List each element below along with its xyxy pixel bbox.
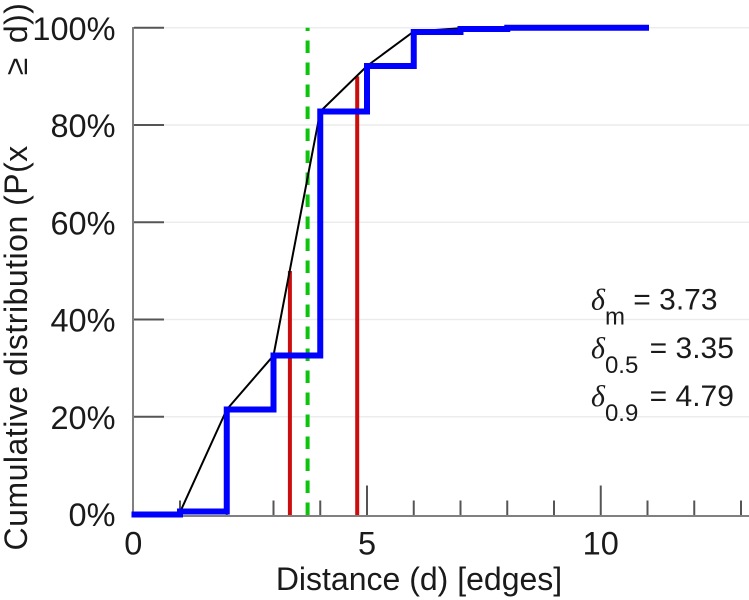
svg-text:Distance (d) [edges]: Distance (d) [edges] [276, 561, 562, 597]
svg-text:0%: 0% [69, 497, 116, 533]
svg-text:60%: 60% [50, 205, 115, 241]
svg-text:δm = 3.73: δm = 3.73 [591, 284, 718, 331]
svg-text:δ0.9 = 4.79: δ0.9 = 4.79 [591, 380, 734, 427]
svg-text:δ0.5 = 3.35: δ0.5 = 3.35 [591, 332, 734, 379]
svg-text:5: 5 [358, 526, 376, 562]
svg-text:40%: 40% [50, 303, 115, 339]
svg-text:10: 10 [583, 526, 619, 562]
svg-text:Cumulative distribution (P(x≥d: Cumulative distribution (P(x≥d)) [0, 3, 34, 551]
svg-text:80%: 80% [50, 108, 115, 144]
svg-text:20%: 20% [50, 400, 115, 436]
svg-text:0: 0 [124, 526, 142, 562]
svg-text:100%: 100% [32, 11, 115, 47]
